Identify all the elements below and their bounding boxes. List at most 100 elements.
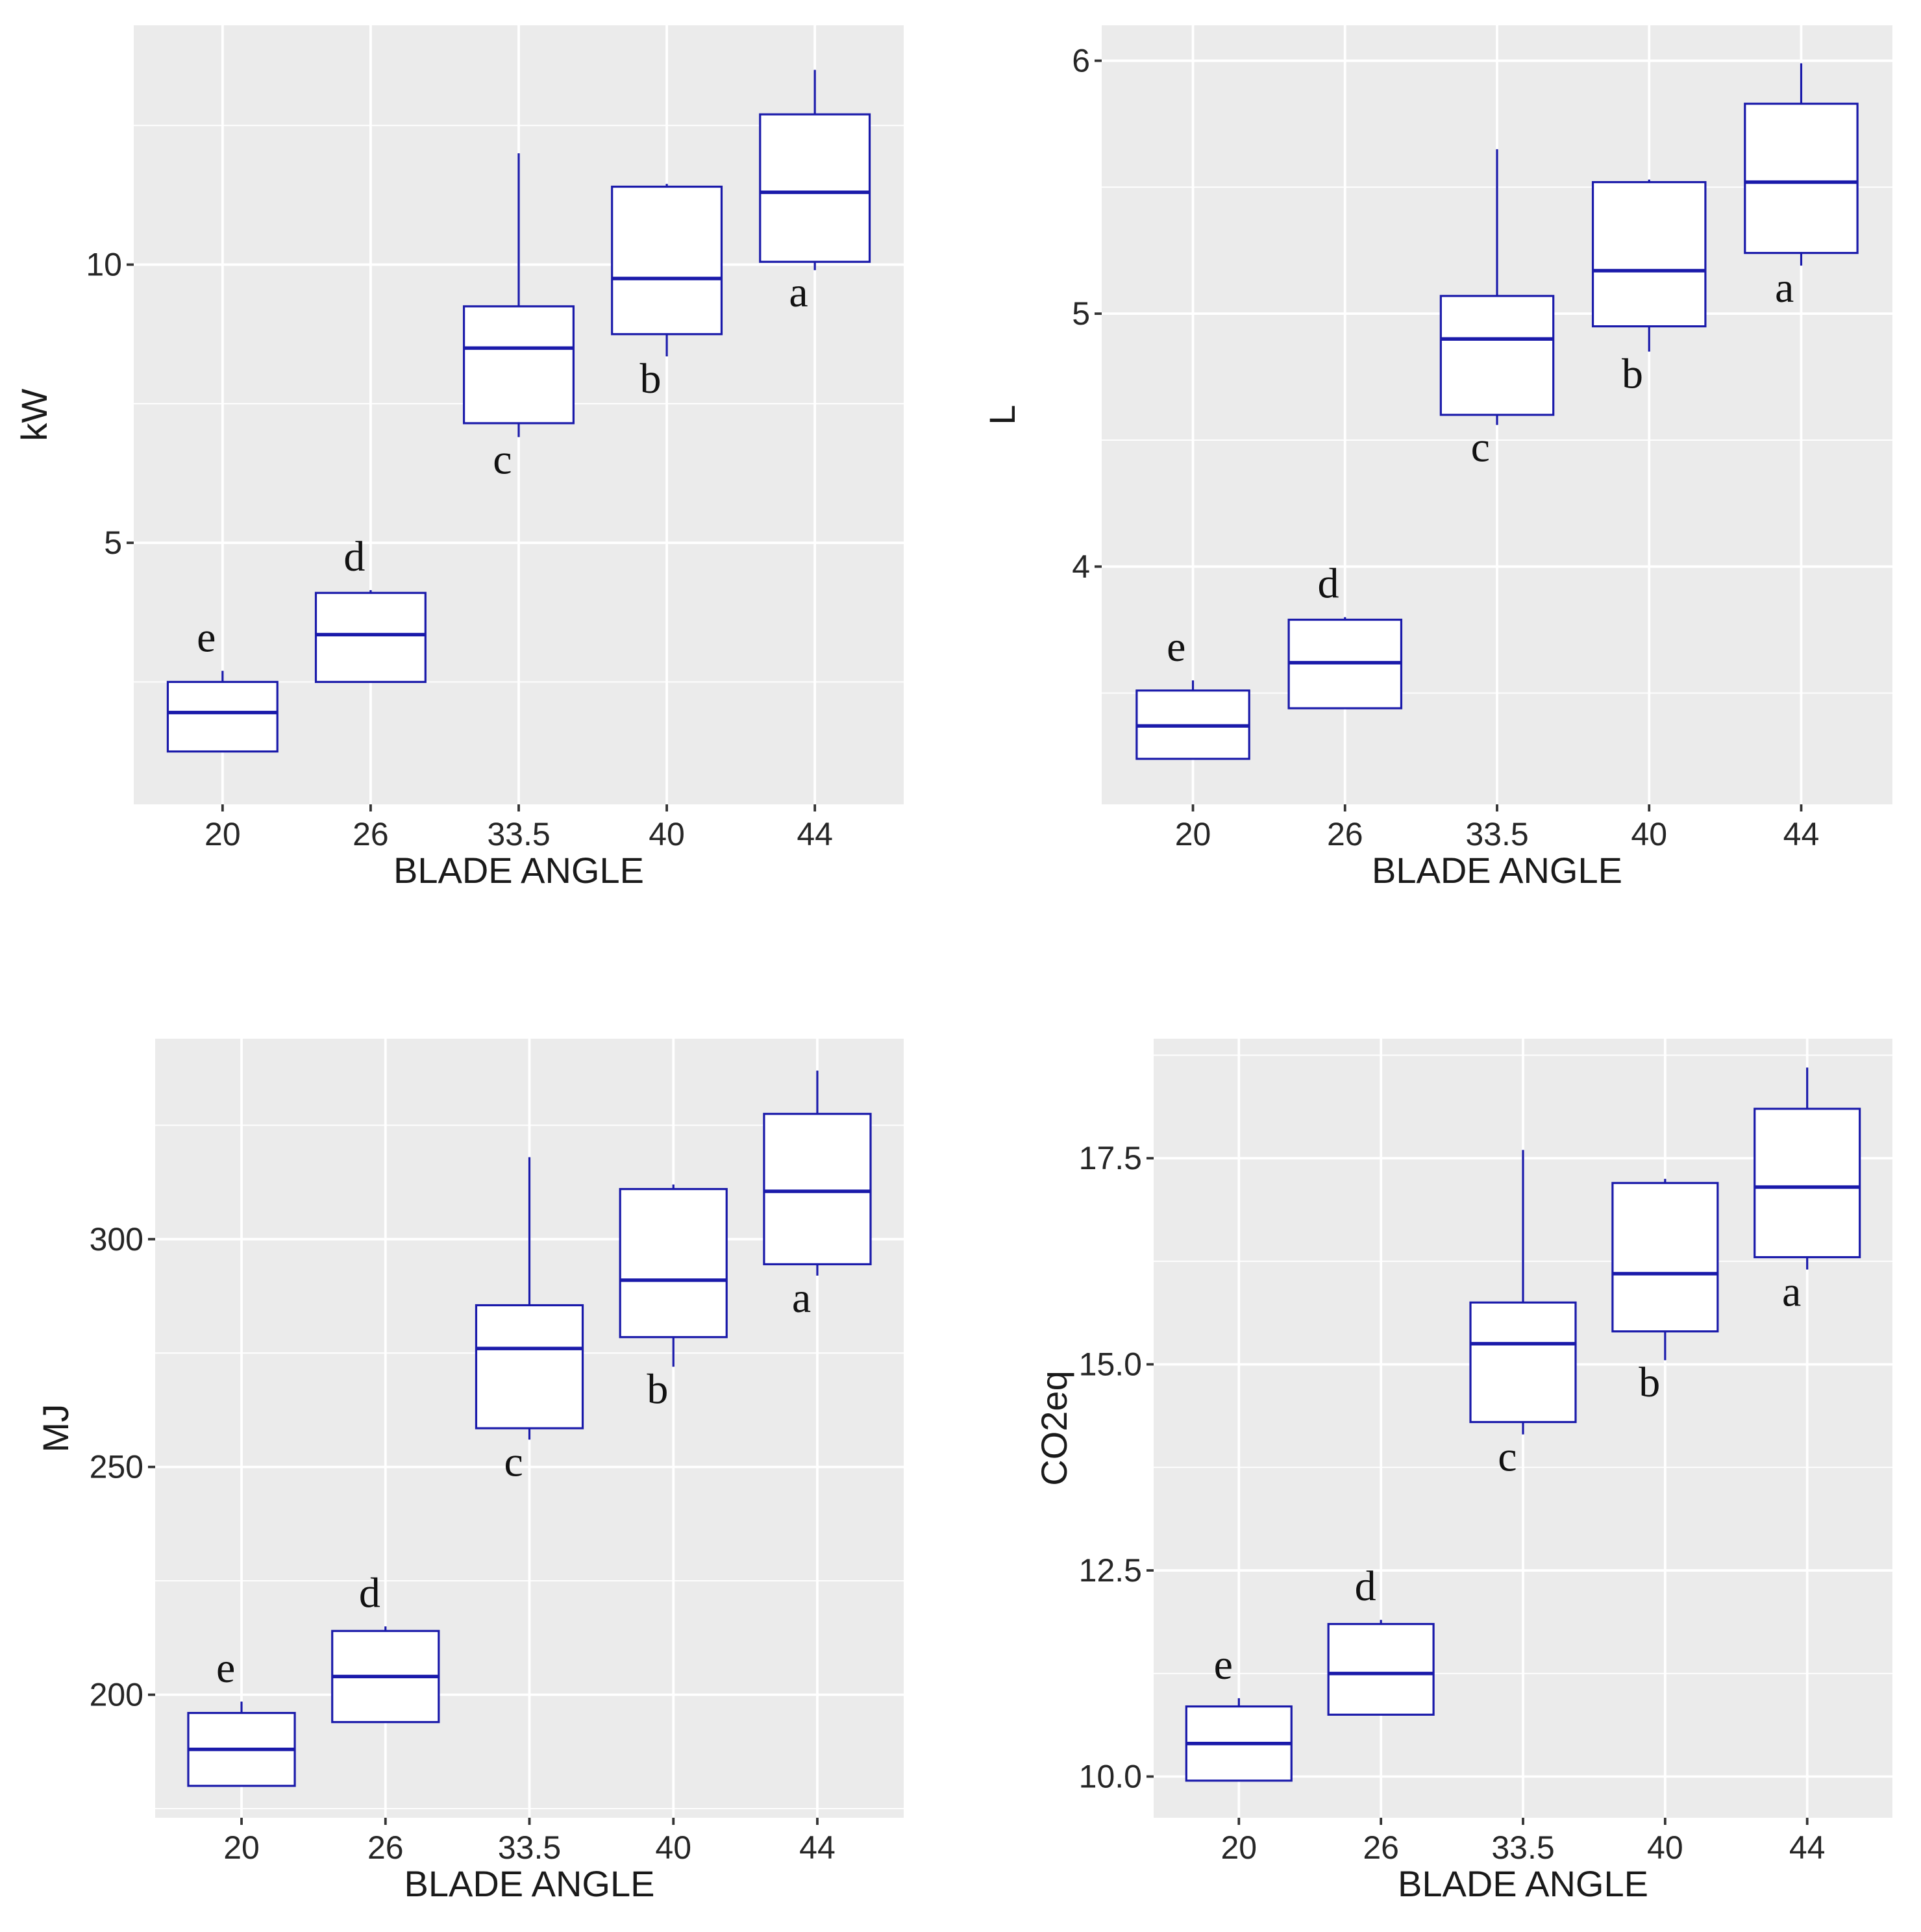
x-tick-label: 44 [797,816,833,852]
x-axis-title: BLADE ANGLE [1398,1863,1648,1904]
y-tick-label: 17.5 [1079,1140,1142,1176]
y-tick-label: 5 [1072,295,1090,332]
box-26: d [314,533,427,684]
box-33.5: c [1469,1150,1577,1481]
box-iqr [463,305,575,425]
y-axis-title: CO2eq [1034,1370,1074,1485]
box-20: e [166,613,279,753]
x-axis-title: BLADE ANGLE [393,850,644,891]
x-tick-label: 44 [1783,816,1820,852]
box-iqr [1754,1108,1861,1259]
x-tick-label: 40 [1647,1829,1683,1866]
x-tick-label: 40 [1631,816,1667,852]
box-44: a [759,69,871,316]
box-iqr [619,1187,728,1339]
box-26: d [1287,560,1403,710]
x-tick-label: 26 [367,1829,404,1866]
box-iqr [763,1113,872,1265]
box-iqr [611,185,723,336]
x-axis-title: BLADE ANGLE [1372,850,1622,891]
y-tick-label: 300 [90,1221,143,1257]
x-tick-label: 44 [799,1829,836,1866]
box-iqr [759,113,871,263]
box-iqr [1744,103,1859,254]
significance-letter: c [1498,1433,1517,1481]
x-tick-label: 26 [1363,1829,1399,1866]
significance-letter: b [1639,1359,1660,1406]
significance-letter: c [493,436,512,483]
box-40: b [611,184,723,402]
significance-letter: d [359,1569,380,1616]
box-iqr [1439,295,1555,416]
panel-co2eq: 10.0 12.5 15.0 17.5 20 26 33.5 40 44 BLADE ANGLE C… [1034,1039,1892,1904]
box-26: d [331,1569,440,1724]
box-44: a [1744,63,1859,312]
box-iqr [1611,1182,1719,1333]
y-axis-title: kW [14,388,55,441]
x-tick-label: 44 [1789,1829,1826,1866]
significance-letter: e [1167,623,1185,671]
box-40: b [619,1184,728,1413]
significance-letter: c [504,1439,523,1486]
panel-mj: 200 250 300 20 26 33.5 40 44 BLADE ANGLE MJ e d c b a [35,1039,904,1904]
y-tick-label: 250 [90,1449,143,1485]
box-33.5: c [463,153,575,483]
significance-letter: a [1782,1269,1801,1316]
x-tick-label: 40 [649,816,685,852]
y-tick-label: 5 [104,525,122,561]
box-44: a [763,1071,872,1322]
x-tick-label: 26 [353,816,389,852]
significance-letter: c [1471,424,1490,471]
significance-letter: a [789,269,808,316]
box-iqr [1469,1301,1577,1424]
y-tick-label: 15.0 [1079,1346,1142,1383]
y-tick-label: 200 [90,1677,143,1713]
significance-letter: e [197,613,216,661]
significance-letter: a [1775,264,1794,312]
box-40: b [1611,1178,1719,1406]
x-tick-label: 20 [223,1829,260,1866]
y-tick-label: 10.0 [1079,1759,1142,1795]
box-26: d [1327,1563,1435,1716]
x-tick-label: 33.5 [498,1829,561,1866]
x-tick-label: 20 [204,816,241,852]
x-axis-title: BLADE ANGLE [404,1863,655,1904]
y-axis-title: MJ [35,1404,76,1453]
significance-letter: e [216,1644,235,1692]
box-iqr [1327,1622,1435,1716]
significance-letter: e [1214,1641,1233,1689]
box-20: e [187,1644,296,1787]
significance-letter: b [647,1365,668,1413]
significance-letter: d [1355,1563,1376,1610]
significance-letter: b [639,355,661,402]
significance-letter: d [1318,560,1339,608]
significance-letter: b [1622,351,1643,398]
y-tick-label: 12.5 [1079,1552,1142,1589]
box-iqr [475,1304,584,1430]
box-iqr [166,680,279,753]
x-tick-label: 26 [1327,816,1363,852]
box-20: e [1185,1641,1293,1782]
significance-letter: a [792,1274,811,1322]
panel-kw: 5 10 20 26 33.5 40 44 BLADE ANGLE kW e d c b a [14,25,904,891]
box-33.5: c [1439,149,1555,471]
y-tick-label: 6 [1072,43,1090,79]
y-tick-label: 4 [1072,549,1090,585]
panel-l: 4 5 6 20 26 33.5 40 44 BLADE ANGLE Le d c b a [982,25,1892,891]
x-tick-label: 20 [1221,1829,1257,1866]
box-40: b [1591,179,1707,398]
x-tick-label: 33.5 [487,816,550,852]
box-20: e [1135,623,1250,760]
y-tick-label: 10 [86,247,122,283]
significance-letter: d [343,533,365,580]
x-tick-label: 33.5 [1491,1829,1554,1866]
box-iqr [1591,180,1707,328]
y-axis-title: L [982,404,1022,425]
x-tick-label: 20 [1175,816,1211,852]
box-44: a [1754,1067,1861,1316]
box-iqr [314,591,427,684]
x-tick-label: 40 [655,1829,691,1866]
x-tick-label: 33.5 [1465,816,1528,852]
box-33.5: c [475,1157,584,1486]
